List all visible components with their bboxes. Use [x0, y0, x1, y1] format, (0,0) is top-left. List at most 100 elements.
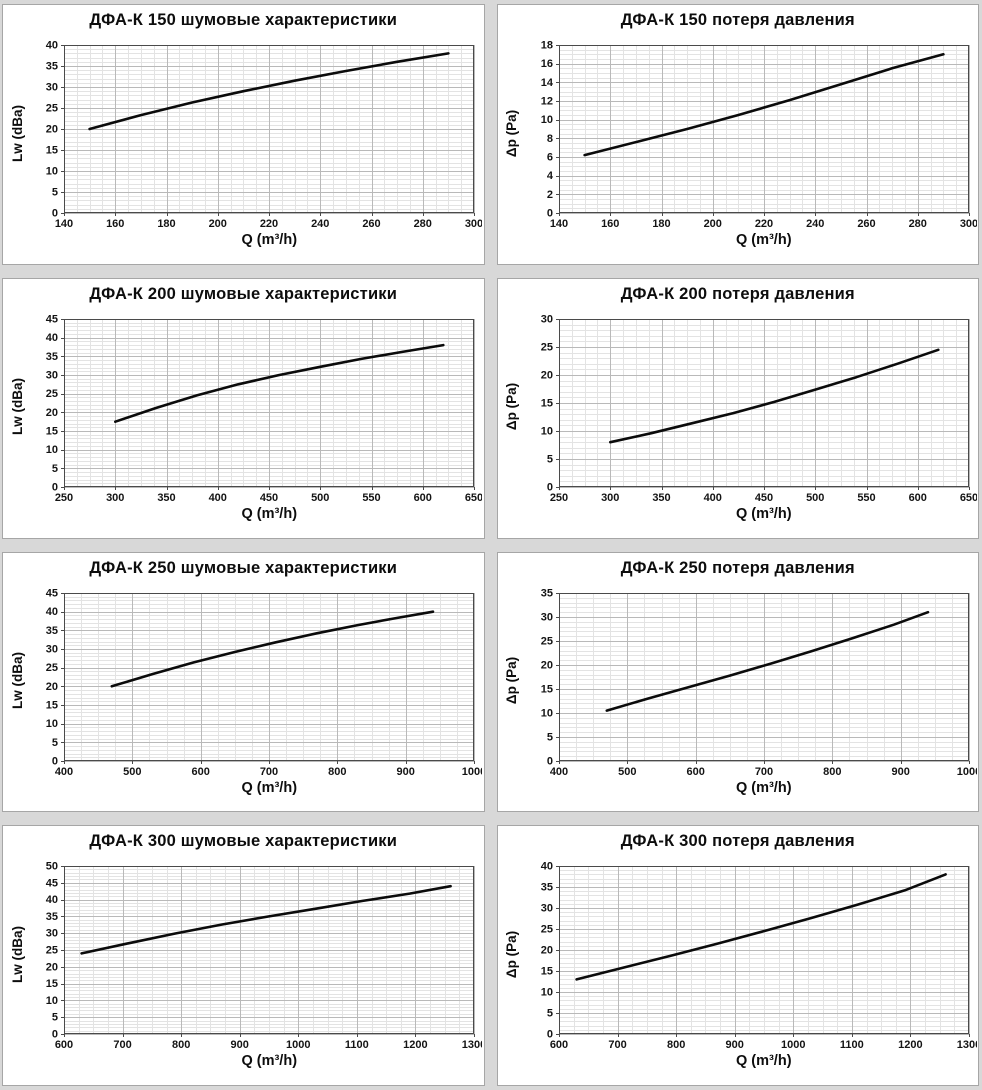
svg-text:6: 6 [547, 152, 553, 164]
svg-text:500: 500 [806, 492, 824, 504]
x-axis-label: Q (m³/h) [241, 232, 298, 248]
svg-text:240: 240 [311, 218, 329, 230]
chart-panel-dfa-k-300-noise: ДФА-К 300 шумовые характеристики Lw (dBa… [2, 825, 485, 1086]
svg-text:450: 450 [260, 492, 278, 504]
svg-text:300: 300 [465, 218, 482, 230]
svg-text:40: 40 [46, 40, 58, 52]
svg-text:700: 700 [755, 766, 773, 778]
svg-text:300: 300 [106, 492, 124, 504]
svg-text:40: 40 [46, 894, 58, 906]
x-axis-label: Q (m³/h) [241, 1053, 298, 1070]
svg-text:15: 15 [46, 145, 58, 157]
svg-text:800: 800 [172, 1039, 190, 1051]
svg-text:35: 35 [46, 911, 58, 923]
svg-text:0: 0 [52, 208, 58, 220]
svg-text:5: 5 [52, 1012, 58, 1024]
svg-text:220: 220 [755, 218, 773, 230]
svg-text:5: 5 [52, 463, 58, 475]
svg-text:240: 240 [806, 218, 824, 230]
chart-plot: 250 300 350 400 450 500 550 600 650 0 5 10 15 20 25 30 [541, 313, 977, 504]
svg-text:5: 5 [52, 736, 58, 748]
chart-panel-dfa-k-250-pressure: ДФА-К 250 потеря давления Δp (Pa) 400 500… [496, 551, 979, 813]
svg-text:25: 25 [541, 635, 553, 647]
svg-text:260: 260 [363, 218, 381, 230]
chart-area: Lw (dBa) 400 500 600 700 800 900 1000 0 5 10 15 20 2… [4, 583, 483, 779]
svg-text:30: 30 [541, 903, 553, 915]
svg-text:1200: 1200 [898, 1039, 922, 1051]
chart-title: ДФА-К 250 шумовые характеристики [89, 558, 398, 577]
svg-text:30: 30 [46, 928, 58, 940]
svg-text:450: 450 [755, 492, 773, 504]
y-axis-label: Lw (dBa) [9, 925, 25, 983]
y-axis-label: Lw (dBa) [9, 378, 25, 436]
svg-text:10: 10 [46, 995, 58, 1007]
chart-plot: 250 300 350 400 450 500 550 600 650 0 5 10 15 20 25 30 3… [46, 313, 482, 504]
chart-title: ДФА-К 200 шумовые характеристики [89, 284, 398, 303]
svg-text:12: 12 [541, 96, 553, 108]
chart-panel-dfa-k-150-pressure: ДФА-К 150 потеря давления Δp (Pa) 140 160… [496, 4, 979, 265]
chart-title: ДФА-К 300 потеря давления [620, 832, 855, 851]
svg-text:10: 10 [46, 166, 58, 178]
svg-text:1100: 1100 [840, 1039, 864, 1051]
svg-text:900: 900 [397, 766, 415, 778]
svg-text:25: 25 [541, 924, 553, 936]
svg-text:400: 400 [55, 766, 73, 778]
svg-text:30: 30 [46, 82, 58, 94]
svg-text:500: 500 [123, 766, 141, 778]
y-axis-label: Δp (Pa) [504, 109, 520, 157]
svg-text:1100: 1100 [345, 1039, 369, 1051]
svg-text:45: 45 [46, 878, 58, 890]
svg-text:600: 600 [414, 492, 432, 504]
svg-text:20: 20 [46, 962, 58, 974]
svg-text:2: 2 [547, 189, 553, 201]
svg-text:5: 5 [52, 187, 58, 199]
svg-text:15: 15 [541, 397, 553, 409]
svg-text:140: 140 [550, 218, 568, 230]
svg-text:300: 300 [601, 492, 619, 504]
svg-text:160: 160 [601, 218, 619, 230]
chart-area: Lw (dBa) 250 300 350 400 450 500 550 600 650 0 5 10… [4, 309, 483, 505]
svg-text:25: 25 [46, 662, 58, 674]
svg-text:550: 550 [363, 492, 381, 504]
svg-text:800: 800 [667, 1039, 685, 1051]
y-axis-label: Lw (dBa) [9, 652, 25, 709]
svg-text:4: 4 [547, 170, 554, 182]
svg-text:15: 15 [46, 425, 58, 437]
svg-text:15: 15 [46, 699, 58, 711]
x-axis-label: Q (m³/h) [735, 505, 792, 522]
y-axis-label: Δp (Pa) [504, 383, 520, 431]
svg-text:30: 30 [46, 643, 58, 655]
svg-text:160: 160 [106, 218, 124, 230]
svg-text:250: 250 [55, 492, 73, 504]
svg-text:10: 10 [46, 718, 58, 730]
svg-text:45: 45 [46, 587, 58, 599]
svg-text:650: 650 [960, 492, 977, 504]
chart-area: Δp (Pa) 250 300 350 400 450 500 550 600 650 0 5 10 1… [499, 309, 977, 505]
svg-text:25: 25 [46, 388, 58, 400]
svg-text:280: 280 [414, 218, 432, 230]
svg-text:20: 20 [46, 680, 58, 692]
svg-text:30: 30 [46, 369, 58, 381]
svg-text:550: 550 [857, 492, 875, 504]
chart-plot: 400 500 600 700 800 900 1000 0 5 10 15 20 25 30 35 [541, 587, 977, 778]
svg-text:900: 900 [891, 766, 909, 778]
x-axis-label: Q (m³/h) [241, 505, 298, 522]
svg-text:350: 350 [652, 492, 670, 504]
svg-text:30: 30 [541, 313, 553, 325]
x-axis-label: Q (m³/h) [735, 779, 792, 796]
svg-text:20: 20 [46, 124, 58, 136]
svg-text:25: 25 [541, 341, 553, 353]
svg-text:250: 250 [550, 492, 568, 504]
svg-text:5: 5 [547, 1008, 553, 1020]
svg-text:350: 350 [158, 492, 176, 504]
svg-text:0: 0 [52, 1029, 58, 1041]
svg-text:180: 180 [652, 218, 670, 230]
svg-text:600: 600 [55, 1039, 73, 1051]
svg-text:1200: 1200 [403, 1039, 427, 1051]
chart-panel-dfa-k-200-noise: ДФА-К 200 шумовые характеристики Lw (dBa… [2, 277, 485, 539]
